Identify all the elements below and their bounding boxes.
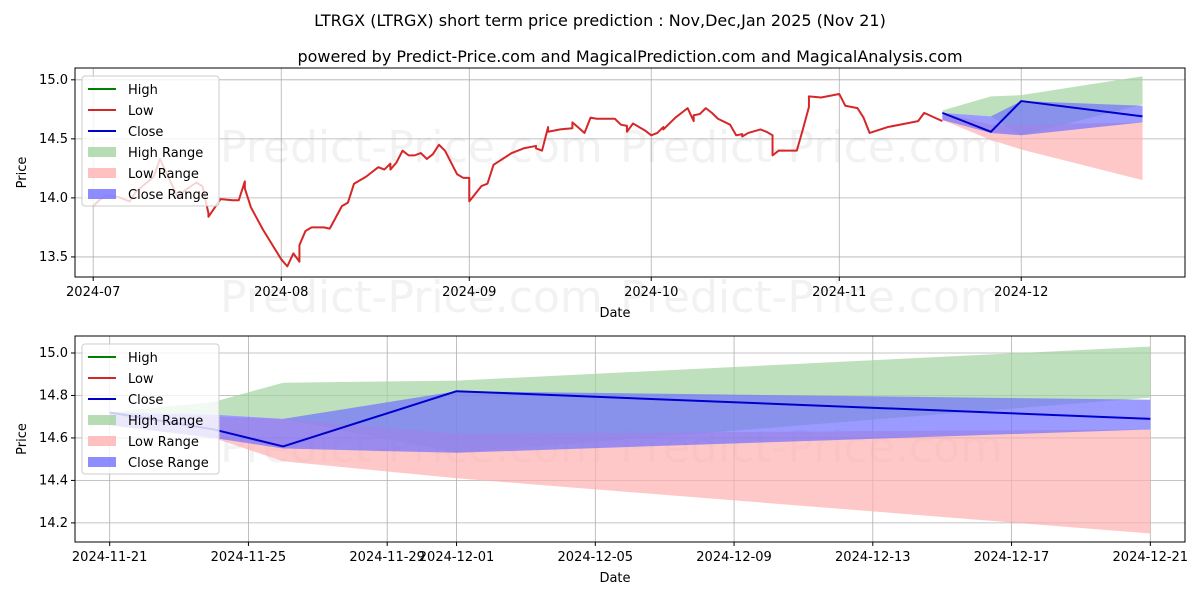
y-axis-label: Price <box>15 157 30 189</box>
chart-title: LTRGX (LTRGX) short term price predictio… <box>314 11 886 30</box>
legend-label: Close <box>128 125 163 140</box>
axes-frame <box>74 335 1186 543</box>
x-tick-label: 2024-11 <box>812 285 866 300</box>
legend-patch-swatch <box>88 147 116 157</box>
y-tick-label: 14.2 <box>39 516 68 531</box>
legend-patch-swatch <box>88 436 116 446</box>
watermark-group: Predict-Price.com Predict-Price.com Predic… <box>220 122 1003 323</box>
x-tick-label: 2024-12-21 <box>1113 550 1189 565</box>
tick-labels: 2024-07 2024-08 2024-09 2024-10 2024-11 2024-… <box>39 73 1048 300</box>
y-tick-label: 14.4 <box>39 473 68 488</box>
legend-box <box>81 75 220 207</box>
x-tick-label: 2024-09 <box>442 285 496 300</box>
legend-label: Close Range <box>128 456 209 471</box>
y-tick-label: 14.0 <box>39 191 68 206</box>
legend-label: Close Range <box>128 188 209 203</box>
watermark-text: Predict-Price.com <box>220 122 603 173</box>
y-axis-label: Price <box>15 423 30 455</box>
tick-labels: 2024-11-21 2024-11-25 2024-11-292024-12-01… <box>39 346 1188 565</box>
legend-label: High Range <box>128 414 203 429</box>
x-tick-label: 2024-10 <box>624 285 678 300</box>
legend-label: Low Range <box>128 435 199 450</box>
x-tick-label: 2024-11-29 <box>349 550 425 565</box>
y-tick-label: 14.6 <box>39 431 68 446</box>
legend: High Low Close High Range Low Range Close Ran… <box>81 75 220 207</box>
legend-patch-swatch <box>88 415 116 425</box>
y-tick-label: 15.0 <box>39 73 68 88</box>
top-chart-panel: Predict-Price.com Predict-Price.com Predic… <box>15 67 1186 323</box>
x-tick-label: 2024-07 <box>66 285 120 300</box>
legend-box <box>81 343 220 475</box>
legend-label: High <box>128 83 158 98</box>
legend-patch-swatch <box>88 457 116 467</box>
legend-patch-swatch <box>88 189 116 199</box>
watermark-text: Predict-Price.com <box>620 122 1003 173</box>
axes-frame <box>74 67 1186 278</box>
plot-area <box>92 76 1143 268</box>
x-tick-label: 2024-12 <box>994 285 1048 300</box>
x-axis-label: Date <box>599 306 630 321</box>
y-tick-label: 14.5 <box>39 132 68 147</box>
legend-label: High <box>128 351 158 366</box>
x-tick-label: 2024-11-21 <box>72 550 148 565</box>
y-tick-label: 14.8 <box>39 388 68 403</box>
bottom-chart-panel: Predict-Price.comPredict-Price.com2024-1… <box>15 335 1188 586</box>
x-axis-label: Date <box>599 571 630 586</box>
low-history-line <box>92 92 943 268</box>
legend-label: Low Range <box>128 167 199 182</box>
watermark-text: Predict-Price.com <box>220 272 603 323</box>
legend-patch-swatch <box>88 168 116 178</box>
chart-subtitle: powered by Predict-Price.com and Magical… <box>297 47 962 66</box>
x-tick-label: 2024-12-01 <box>419 550 495 565</box>
watermark-text: Predict-Price.com <box>620 272 1003 323</box>
x-tick-label: 2024-12-13 <box>835 550 911 565</box>
x-tick-label: 2024-11-25 <box>211 550 287 565</box>
x-tick-label: 2024-12-17 <box>974 550 1050 565</box>
y-tick-label: 13.5 <box>39 250 68 265</box>
legend-label: Low <box>128 372 154 387</box>
plot-area <box>109 346 1151 534</box>
legend-label: Close <box>128 393 163 408</box>
x-tick-label: 2024-08 <box>254 285 308 300</box>
legend-label: Low <box>128 104 154 119</box>
close-range-band <box>109 391 1151 453</box>
legend-label: High Range <box>128 146 203 161</box>
close-forecast-line <box>942 100 1143 133</box>
x-tick-label: 2024-12-09 <box>696 550 772 565</box>
y-tick-label: 15.0 <box>39 346 68 361</box>
x-tick-label: 2024-12-05 <box>558 550 634 565</box>
legend: High Low Close High Range Low Range Close Ran… <box>81 343 220 475</box>
